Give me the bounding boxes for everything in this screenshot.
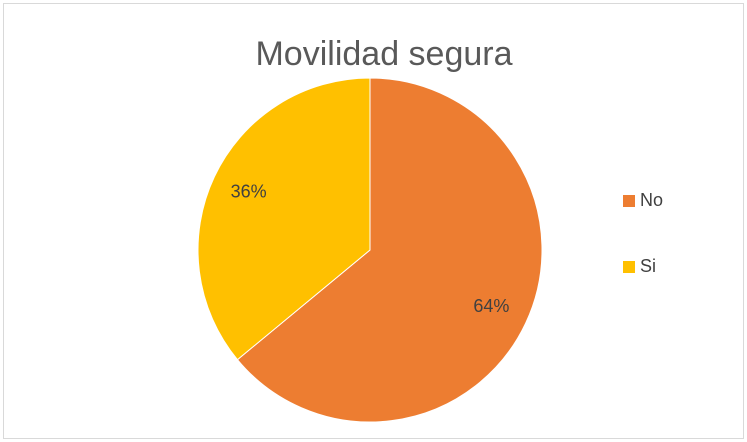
pie-slice — [236, 77, 543, 423]
legend-swatch — [623, 261, 635, 273]
data-label: 36% — [231, 182, 267, 202]
legend-swatch — [623, 195, 635, 207]
legend-label: Si — [640, 256, 656, 276]
legend-label: No — [640, 190, 663, 210]
pie-slice — [197, 77, 371, 361]
data-label: 64% — [473, 296, 509, 316]
chart-title: Movilidad segura — [255, 35, 512, 73]
